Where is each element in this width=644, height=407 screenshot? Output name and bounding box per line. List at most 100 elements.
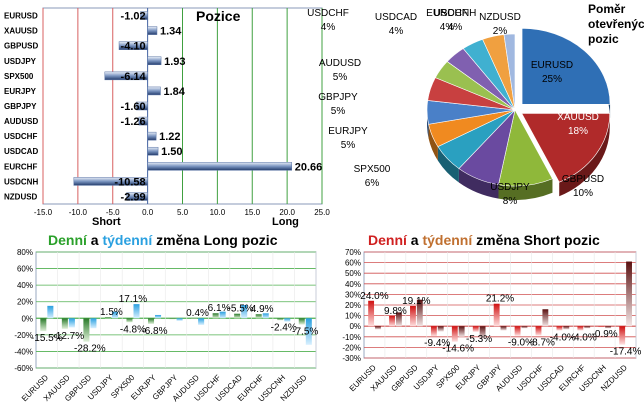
pie-label: AUDUSD	[319, 58, 361, 69]
pie-value: 4%	[321, 22, 336, 33]
data-label: -4.0%	[550, 332, 576, 343]
bar	[542, 309, 549, 327]
bar	[147, 56, 162, 66]
bar	[410, 305, 416, 327]
pie-label: EURJPY	[328, 126, 368, 137]
data-label: 0.4%	[186, 308, 209, 319]
bar	[458, 326, 465, 337]
y-tick-label: -40%	[14, 347, 33, 356]
bar	[147, 131, 157, 141]
bar	[138, 116, 148, 126]
value-label: -1.02	[121, 11, 146, 23]
bar	[556, 326, 563, 331]
bar	[395, 312, 402, 327]
bar	[479, 326, 486, 339]
category-label: GBPUSD	[4, 42, 38, 51]
pie-value: 5%	[333, 72, 348, 83]
bar	[619, 326, 626, 345]
data-label: -8.7%	[529, 337, 555, 348]
category-label: USDCAD	[4, 147, 38, 156]
bar	[61, 318, 68, 329]
bar	[430, 326, 437, 337]
category-label: XAUUSD	[4, 27, 38, 36]
pie-value: 5%	[331, 106, 346, 117]
data-label: -6.8%	[141, 326, 167, 337]
data-label: -4.8%	[120, 324, 146, 335]
title-and: a	[86, 232, 103, 248]
pie-value: 18%	[568, 126, 588, 137]
pie-slice-side	[428, 124, 438, 161]
bar	[111, 311, 118, 319]
y-tick-label: 60%	[17, 265, 33, 274]
bar	[563, 326, 570, 330]
title-weekly: týdenní	[102, 232, 153, 248]
y-tick-label: 20%	[17, 298, 33, 307]
pie-label: USDCAD	[375, 12, 417, 23]
bar	[375, 326, 381, 330]
pie-label: USDCNH	[434, 8, 477, 19]
category-label: AUDUSD	[4, 117, 38, 126]
tick-label: 0.0	[142, 208, 154, 217]
bar	[90, 318, 97, 329]
category-label: EURCHF	[4, 162, 37, 171]
bar	[305, 318, 312, 345]
y-tick-label: 10%	[345, 312, 361, 321]
pie-label: EURUSD	[531, 60, 573, 71]
bar	[212, 313, 219, 319]
bar	[136, 101, 148, 111]
bar	[104, 71, 148, 81]
pie-slice	[521, 113, 611, 183]
data-label: 24.0%	[360, 291, 388, 302]
bar	[598, 326, 605, 328]
data-label: -4.0%	[571, 332, 597, 343]
title-daily: Denní	[368, 232, 407, 248]
data-label: -28.2%	[74, 344, 106, 355]
pie-slice-side	[498, 178, 553, 200]
pie-title-line: otevřených	[588, 17, 644, 31]
data-label: -0.9%	[592, 329, 618, 340]
bar	[176, 318, 183, 321]
value-label: 1.22	[159, 131, 180, 143]
pie-label: USDCHF	[307, 8, 349, 19]
pie-value: 6%	[365, 178, 380, 189]
bar	[416, 299, 423, 327]
short-label: Short	[92, 216, 121, 228]
pie-slice	[503, 33, 516, 111]
y-tick-label: 60%	[345, 259, 361, 268]
bar	[83, 318, 90, 342]
pie-value: 2%	[493, 26, 508, 37]
tick-label: -15.0	[34, 208, 53, 217]
title-weekly: týdenní	[422, 232, 473, 248]
pie-slice	[521, 28, 611, 105]
value-label: -10.58	[114, 176, 145, 188]
bar	[169, 318, 176, 320]
data-label: -7.5%	[292, 327, 318, 338]
bar	[368, 300, 375, 327]
data-label: 1.5%	[100, 307, 123, 318]
y-tick-label: 0%	[349, 322, 361, 331]
bar	[500, 326, 507, 331]
value-label: -1.60	[121, 101, 146, 113]
bar	[472, 326, 479, 332]
data-label: 9.8%	[384, 306, 407, 317]
y-tick-label: 50%	[345, 269, 361, 278]
value-label: -6.14	[121, 71, 147, 83]
bar	[521, 326, 528, 329]
data-label: 6.1%	[208, 303, 231, 314]
bar	[147, 26, 158, 35]
y-tick-label: -60%	[14, 364, 33, 373]
pie-value: 4%	[440, 22, 455, 33]
long-label: Long	[272, 216, 299, 228]
category-label: NZDUSD	[4, 192, 38, 201]
pie-label: GBPUSD	[562, 174, 604, 185]
value-label: -1.26	[121, 116, 146, 128]
tick-label: -10.0	[69, 208, 88, 217]
bar	[147, 86, 161, 96]
bar	[140, 11, 148, 20]
tick-label: 25.0	[314, 208, 330, 217]
bar	[147, 162, 292, 171]
plot-area	[35, 251, 317, 369]
value-label: 1.50	[161, 146, 182, 158]
pie-label: XAUUSD	[557, 112, 599, 123]
data-label: -5.5%	[228, 304, 254, 315]
